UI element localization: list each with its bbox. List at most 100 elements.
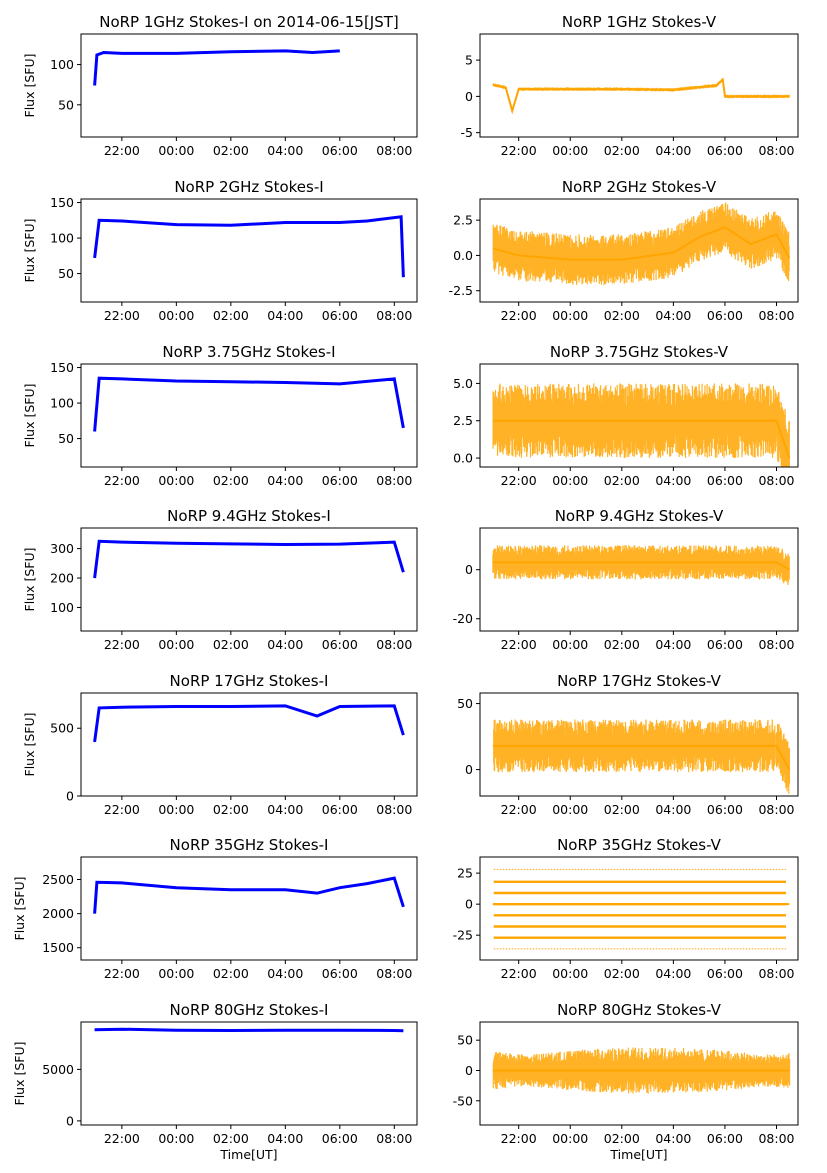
y-tick-label: 100 bbox=[50, 231, 74, 246]
x-tick-label: 02:00 bbox=[213, 966, 249, 981]
x-tick-label: 02:00 bbox=[213, 802, 249, 817]
x-tick-label: 00:00 bbox=[158, 802, 194, 817]
x-tick-label: 22:00 bbox=[104, 966, 140, 981]
chart-title: NoRP 1GHz Stokes-I on 2014-06-15[JST] bbox=[99, 13, 399, 31]
scatter-band bbox=[492, 78, 790, 112]
x-tick-label: 06:00 bbox=[322, 966, 358, 981]
x-tick-label: 04:00 bbox=[655, 473, 691, 488]
chart-title: NoRP 3.75GHz Stokes-V bbox=[550, 343, 729, 361]
x-tick-label: 02:00 bbox=[604, 143, 640, 158]
x-tick-label: 02:00 bbox=[213, 1131, 249, 1146]
x-tick-label: 22:00 bbox=[501, 1131, 537, 1146]
y-tick-label: 2.5 bbox=[453, 213, 473, 228]
x-tick-label: 08:00 bbox=[758, 966, 794, 981]
x-tick-label: 02:00 bbox=[604, 966, 640, 981]
x-tick-label: 22:00 bbox=[501, 143, 537, 158]
axes-frame bbox=[80, 692, 418, 797]
scatter-band bbox=[94, 215, 404, 271]
x-tick-label: 06:00 bbox=[322, 637, 358, 652]
x-tick-label: 00:00 bbox=[552, 966, 588, 981]
plot-area bbox=[492, 77, 790, 115]
chart-title: NoRP 2GHz Stokes-I bbox=[174, 178, 323, 196]
x-tick-label: 06:00 bbox=[707, 1131, 743, 1146]
plot-area bbox=[93, 704, 405, 743]
y-tick-label: -20 bbox=[453, 611, 473, 626]
x-tick-label: 00:00 bbox=[158, 308, 194, 323]
chart-panel-13: -50 0 50 22:00 00:00 02:00 04:00 06:00 08:00 NoRP… bbox=[453, 1001, 799, 1162]
x-tick-label: 08:00 bbox=[758, 1131, 794, 1146]
plot-area bbox=[492, 545, 790, 585]
x-axis-label: Time[UT] bbox=[609, 1147, 667, 1162]
x-tick-label: 06:00 bbox=[322, 802, 358, 817]
scatter-band bbox=[94, 1028, 403, 1032]
y-tick-label: 100 bbox=[50, 396, 74, 411]
x-tick-label: 06:00 bbox=[322, 1131, 358, 1146]
series-line bbox=[93, 376, 405, 432]
x-tick-label: 04:00 bbox=[267, 966, 303, 981]
chart-title: NoRP 35GHz Stokes-V bbox=[557, 836, 722, 854]
x-tick-label: 22:00 bbox=[501, 802, 537, 817]
x-tick-label: 04:00 bbox=[655, 966, 691, 981]
y-tick-label: 2.5 bbox=[453, 413, 473, 428]
y-tick-label: -5 bbox=[461, 125, 473, 140]
x-tick-label: 00:00 bbox=[158, 473, 194, 488]
x-tick-label: 22:00 bbox=[104, 637, 140, 652]
x-tick-label: 08:00 bbox=[758, 143, 794, 158]
chart-panel-10: 1500 2000 2500 22:00 00:00 02:00 04:00 06:00 08:… bbox=[12, 836, 418, 981]
chart-title: NoRP 35GHz Stokes-I bbox=[170, 836, 329, 854]
x-tick-label: 02:00 bbox=[213, 143, 249, 158]
axes-frame bbox=[479, 363, 799, 468]
axes-frame bbox=[479, 856, 799, 961]
y-tick-label: 5000 bbox=[42, 1062, 74, 1077]
x-tick-label: 06:00 bbox=[707, 637, 743, 652]
x-tick-label: 00:00 bbox=[158, 637, 194, 652]
x-tick-label: 06:00 bbox=[707, 143, 743, 158]
y-tick-label: 0.0 bbox=[453, 451, 473, 466]
chart-panel-1: -5 0 5 22:00 00:00 02:00 04:00 06:00 08:00 NoRP 1… bbox=[461, 13, 799, 158]
x-tick-label: 02:00 bbox=[604, 637, 640, 652]
x-tick-label: 08:00 bbox=[758, 308, 794, 323]
x-tick-label: 22:00 bbox=[104, 802, 140, 817]
chart-panel-6: 100 200 300 22:00 00:00 02:00 04:00 06:00 08:00 N… bbox=[22, 507, 418, 652]
axes-frame bbox=[479, 33, 799, 138]
chart-title: NoRP 17GHz Stokes-I bbox=[170, 672, 329, 690]
plot-area bbox=[93, 376, 405, 432]
x-tick-label: 04:00 bbox=[267, 143, 303, 158]
x-tick-label: 08:00 bbox=[376, 637, 412, 652]
plot-area bbox=[93, 539, 405, 579]
x-axis-label: Time[UT] bbox=[219, 1147, 277, 1162]
y-tick-label: 0 bbox=[465, 897, 473, 912]
y-tick-label: -50 bbox=[453, 1093, 473, 1108]
x-tick-label: 00:00 bbox=[158, 143, 194, 158]
x-tick-label: 02:00 bbox=[213, 308, 249, 323]
scatter-band bbox=[492, 383, 790, 467]
y-axis-label: Flux [SFU] bbox=[22, 54, 37, 118]
plot-area bbox=[492, 719, 791, 794]
x-tick-label: 02:00 bbox=[213, 473, 249, 488]
chart-panel-0: 50 100 22:00 00:00 02:00 04:00 06:00 08:00 NoRP … bbox=[22, 13, 418, 158]
x-tick-label: 00:00 bbox=[552, 1131, 588, 1146]
x-tick-label: 04:00 bbox=[267, 1131, 303, 1146]
chart-panel-8: 0 500 22:00 00:00 02:00 04:00 06:00 08:00 NoRP 1… bbox=[22, 672, 418, 817]
scatter-band bbox=[94, 49, 340, 79]
x-tick-label: 02:00 bbox=[213, 637, 249, 652]
x-tick-label: 08:00 bbox=[758, 802, 794, 817]
y-tick-label: 100 bbox=[50, 600, 74, 615]
chart-title: NoRP 17GHz Stokes-V bbox=[557, 672, 722, 690]
x-tick-label: 22:00 bbox=[501, 966, 537, 981]
scatter-band bbox=[492, 545, 790, 585]
y-tick-label: 0 bbox=[465, 562, 473, 577]
y-tick-label: 5 bbox=[465, 53, 473, 68]
x-tick-label: 06:00 bbox=[707, 473, 743, 488]
y-tick-label: -2.5 bbox=[449, 283, 473, 298]
plot-area bbox=[93, 215, 405, 278]
x-tick-label: 08:00 bbox=[376, 966, 412, 981]
x-tick-label: 08:00 bbox=[376, 1131, 412, 1146]
x-tick-label: 00:00 bbox=[552, 802, 588, 817]
plot-area bbox=[492, 202, 791, 285]
x-tick-label: 04:00 bbox=[655, 637, 691, 652]
x-tick-label: 06:00 bbox=[707, 308, 743, 323]
x-tick-label: 08:00 bbox=[376, 143, 412, 158]
axes-frame bbox=[479, 198, 799, 303]
